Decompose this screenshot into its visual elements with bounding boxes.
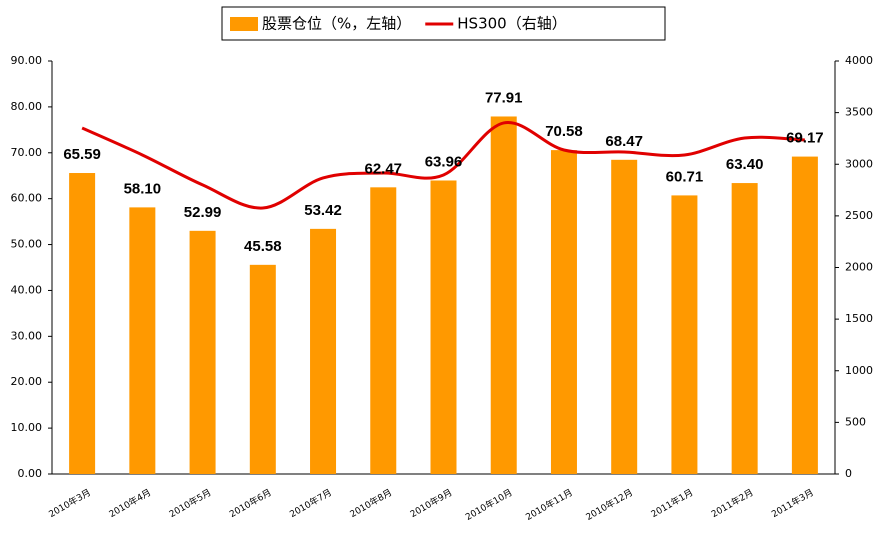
x-tick-label: 2010年8月 (348, 486, 394, 520)
legend-swatch (230, 17, 258, 31)
value-label: 63.96 (425, 153, 463, 170)
value-label: 62.47 (364, 160, 402, 177)
value-label: 52.99 (184, 204, 222, 221)
bar (129, 207, 156, 474)
bar (69, 173, 96, 474)
x-tick-label: 2011年3月 (769, 486, 815, 520)
bar (430, 180, 457, 474)
y-tick-label: 80.00 (11, 100, 43, 113)
y-tick-label: 30.00 (11, 329, 43, 342)
y2-tick-label: 1000 (845, 364, 873, 377)
bar (550, 150, 577, 475)
bar (249, 264, 276, 474)
x-tick-label: 2010年11月 (523, 486, 574, 523)
y-tick-label: 90.00 (11, 54, 43, 67)
bar (310, 228, 337, 474)
value-label: 69.17 (786, 130, 824, 147)
x-tick-label: 2010年7月 (287, 486, 333, 520)
bar (370, 187, 397, 475)
y2-tick-label: 2500 (845, 209, 873, 222)
y-tick-label: 20.00 (11, 375, 43, 388)
bar (731, 183, 758, 474)
y2-tick-label: 3500 (845, 106, 873, 119)
bar (611, 159, 638, 475)
value-label: 45.58 (244, 238, 282, 255)
bar (189, 230, 216, 474)
y2-tick-label: 0 (845, 467, 852, 480)
value-label: 60.71 (666, 168, 704, 185)
value-label: 53.42 (304, 202, 342, 219)
x-tick-label: 2010年10月 (463, 486, 514, 523)
bar (490, 116, 517, 474)
x-tick-label: 2010年6月 (227, 486, 273, 520)
line (81, 121, 805, 210)
y-tick-label: 0.00 (18, 467, 43, 480)
y2-tick-label: 1500 (845, 312, 873, 325)
legend-label: 股票仓位（%，左轴） (262, 15, 411, 33)
y2-tick-label: 500 (845, 415, 866, 428)
y2-tick-label: 2000 (845, 261, 873, 274)
y-tick-label: 60.00 (11, 192, 43, 205)
y-tick-label: 70.00 (11, 146, 43, 159)
y-tick-label: 40.00 (11, 283, 43, 296)
bar (671, 195, 698, 474)
x-tick-label: 2011年1月 (649, 486, 695, 520)
value-label: 77.91 (485, 89, 523, 106)
x-tick-label: 2010年3月 (46, 486, 92, 520)
value-label: 65.59 (63, 146, 101, 163)
x-tick-label: 2010年9月 (408, 486, 454, 520)
y-tick-label: 10.00 (11, 421, 43, 434)
x-tick-label: 2010年4月 (107, 486, 153, 520)
x-tick-label: 2010年12月 (584, 486, 635, 523)
y-tick-label: 50.00 (11, 238, 43, 251)
bar (791, 156, 818, 475)
legend-label: HS300（右轴） (457, 15, 566, 33)
value-label: 70.58 (545, 123, 583, 140)
y2-tick-label: 3000 (845, 157, 873, 170)
value-label: 63.40 (726, 156, 764, 173)
x-tick-label: 2011年2月 (709, 486, 755, 520)
x-tick-label: 2010年5月 (167, 486, 213, 520)
value-label: 68.47 (605, 133, 643, 150)
y2-tick-label: 4000 (845, 54, 873, 67)
value-label: 58.10 (124, 180, 162, 197)
